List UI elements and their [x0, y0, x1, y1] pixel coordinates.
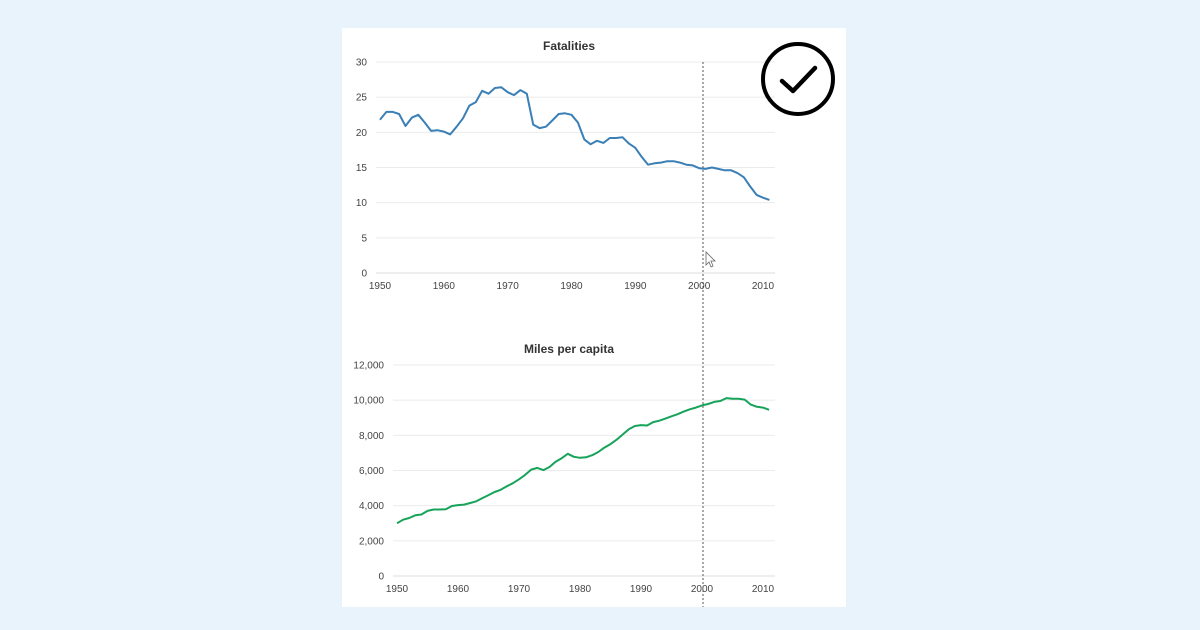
chart-title: Fatalities — [543, 39, 595, 53]
x-tick-label: 2000 — [688, 281, 711, 292]
y-tick-label: 0 — [378, 572, 384, 583]
miles-per-capita-chart: Miles per capita 0 2,000 4,000 6,000 8,000 10… — [353, 342, 775, 595]
series-line — [379, 86, 770, 201]
y-tick-label: 12,000 — [353, 361, 384, 372]
y-tick-label: 25 — [356, 93, 368, 104]
x-tick-label: 1960 — [447, 584, 470, 595]
y-tick-label: 10 — [356, 198, 368, 209]
chart-title: Miles per capita — [524, 342, 614, 356]
x-tick-label: 1950 — [386, 584, 409, 595]
x-tick-label: 2010 — [752, 584, 775, 595]
fatalities-chart: Fatalities 0 5 10 15 20 25 30 1950 1960 1970 1980 1… — [356, 39, 775, 292]
y-tick-label: 5 — [361, 233, 367, 244]
check-circle-icon — [761, 42, 835, 116]
x-tick-label: 1990 — [630, 584, 653, 595]
x-tick-label: 1970 — [497, 281, 520, 292]
x-tick-label: 2010 — [752, 281, 775, 292]
y-tick-label: 20 — [356, 128, 368, 139]
x-tick-label: 1950 — [369, 281, 392, 292]
mouse-cursor-icon — [705, 251, 716, 268]
y-tick-label: 10,000 — [353, 396, 384, 407]
x-tick-label: 1980 — [560, 281, 583, 292]
x-tick-label: 1970 — [508, 584, 531, 595]
x-tick-label: 2000 — [691, 584, 714, 595]
x-tick-label: 1980 — [569, 584, 592, 595]
y-tick-label: 30 — [356, 58, 368, 69]
y-tick-label: 4,000 — [359, 501, 384, 512]
y-tick-label: 0 — [361, 269, 367, 280]
x-tick-label: 1960 — [433, 281, 456, 292]
y-tick-label: 6,000 — [359, 466, 384, 477]
y-tick-label: 2,000 — [359, 536, 384, 547]
x-tick-label: 1990 — [624, 281, 647, 292]
y-tick-label: 15 — [356, 163, 368, 174]
y-tick-label: 8,000 — [359, 431, 384, 442]
series-line — [396, 397, 770, 525]
